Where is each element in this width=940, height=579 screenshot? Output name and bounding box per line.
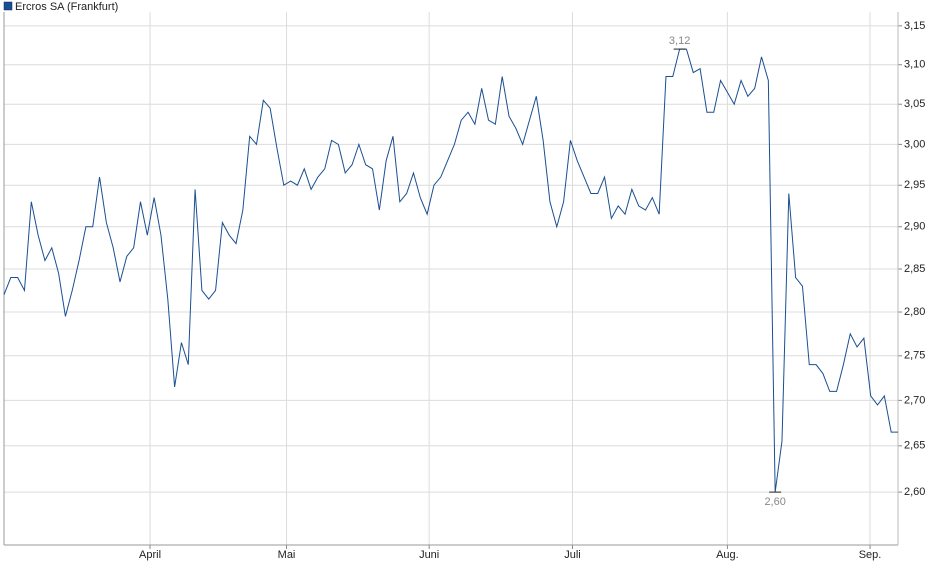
y-tick-label: 2,85 [904, 263, 925, 275]
annotation: 3,12 [669, 35, 690, 47]
y-tick-label: 2,75 [904, 350, 925, 362]
y-tick-label: 2,65 [904, 440, 925, 452]
y-tick-label: 3,05 [904, 98, 925, 110]
y-tick-label: 3,10 [904, 59, 925, 71]
x-tick-label: April [139, 549, 161, 561]
y-tick-label: 2,95 [904, 179, 925, 191]
y-tick-label: 2,90 [904, 221, 925, 233]
x-tick-label: Aug. [716, 549, 739, 561]
price-line [3, 48, 898, 493]
y-tick-label: 3,00 [904, 138, 925, 150]
x-tick-label: Juli [564, 549, 581, 561]
legend-label: Ercros SA (Frankfurt) [15, 1, 118, 13]
x-tick-label: Mai [278, 549, 296, 561]
y-tick-label: 2,60 [904, 486, 925, 498]
y-tick-label: 2,70 [904, 394, 925, 406]
y-tick-label: 2,80 [904, 306, 925, 318]
x-tick-label: Juni [419, 549, 439, 561]
y-tick-label: 3,15 [904, 20, 925, 32]
x-tick-label: Sep. [859, 549, 882, 561]
annotation: 2,60 [764, 496, 785, 508]
legend-swatch [3, 1, 13, 11]
